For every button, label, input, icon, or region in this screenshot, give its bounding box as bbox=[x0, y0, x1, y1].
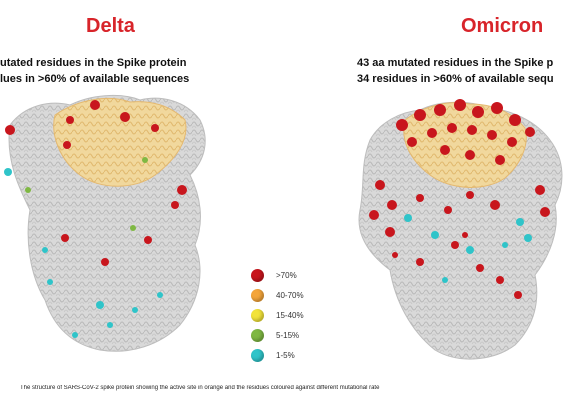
omicron-subtitle-line2: 34 residues in >60% of available sequ bbox=[357, 73, 554, 85]
legend-label: 1-5% bbox=[276, 350, 295, 360]
omicron-protein bbox=[358, 99, 563, 360]
legend-item-5-15: 5-15% bbox=[251, 328, 299, 342]
legend-item-40-70: 40-70% bbox=[251, 288, 304, 302]
legend-item-15-40: 15-40% bbox=[251, 308, 304, 322]
delta-subtitle-line2: lues in >60% of available sequences bbox=[0, 73, 190, 85]
legend-item-1-5: 1-5% bbox=[251, 348, 295, 362]
legend-item-gt70: >70% bbox=[251, 268, 297, 282]
omicron-mutation-residues bbox=[369, 99, 550, 299]
legend-label: 40-70% bbox=[276, 290, 304, 300]
delta-title: Delta bbox=[86, 15, 135, 37]
legend-swatch bbox=[251, 348, 264, 362]
legend-swatch bbox=[251, 308, 264, 322]
omicron-subtitle-line1: 43 aa mutated residues in the Spike p bbox=[357, 57, 554, 69]
legend-label: 5-15% bbox=[276, 330, 300, 340]
legend-label: >70% bbox=[276, 270, 297, 280]
legend-swatch bbox=[251, 328, 264, 342]
legend-swatch bbox=[251, 288, 264, 302]
delta-protein bbox=[4, 95, 206, 352]
delta-subtitle-line1: utated residues in the Spike protein bbox=[0, 57, 187, 69]
legend-swatch bbox=[251, 268, 264, 282]
figure-caption: The structure of SARS-CoV-2 spike protei… bbox=[20, 385, 380, 391]
omicron-title: Omicron bbox=[461, 15, 544, 37]
delta-mutation-residues bbox=[4, 100, 187, 338]
legend-label: 15-40% bbox=[276, 310, 304, 320]
